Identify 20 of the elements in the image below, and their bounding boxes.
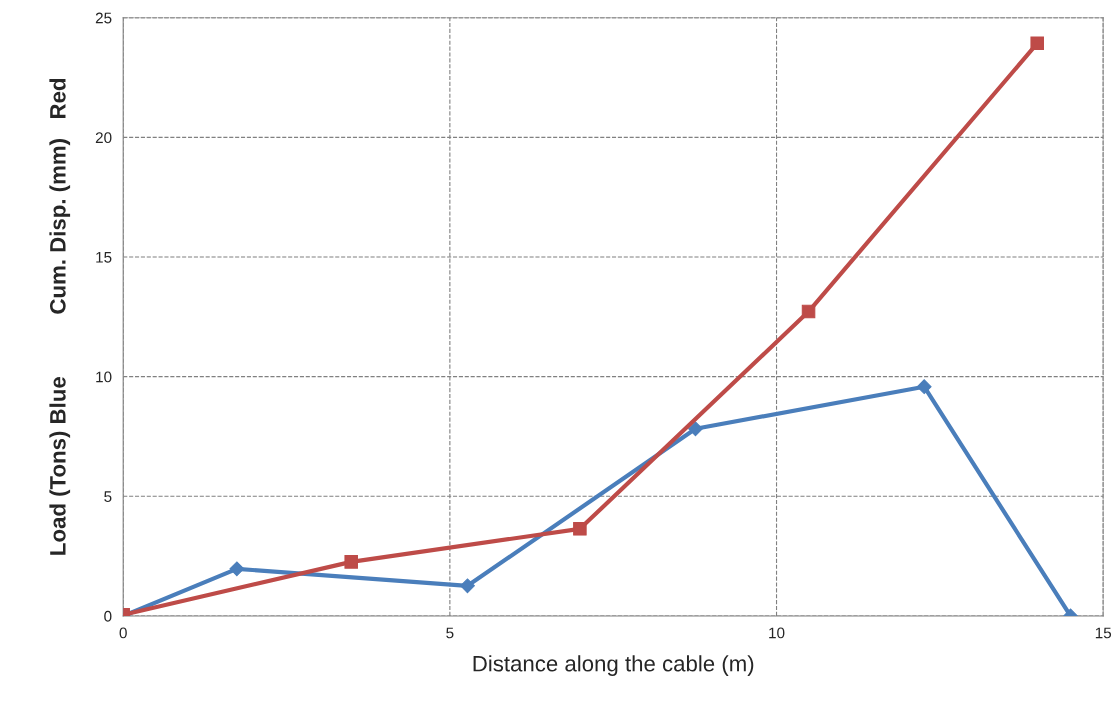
x-axis-title: Distance along the cable (m) [473,655,754,676]
point [916,379,932,395]
y-tick-label: 10 [96,371,112,383]
y-tick-label: 20 [95,132,112,144]
point [688,421,703,437]
x-tick-label: 10 [769,627,785,639]
point [229,561,245,577]
x-tick-label: 15 [1095,627,1112,639]
point [573,522,587,536]
point [801,304,816,319]
point [1030,36,1044,51]
y-tick-label: 0 [104,610,112,622]
y-tick-label: 15 [96,252,112,263]
x-tick-label: 5 [446,627,454,639]
x-tick-label: 0 [119,627,127,639]
y-axis-title: Load (Tons) Blue Cum. Disp. (mm) Red [49,78,71,555]
y-tick-label: 5 [104,491,112,502]
point [460,578,475,594]
point [344,555,358,569]
y-tick-label: 25 [95,12,112,24]
